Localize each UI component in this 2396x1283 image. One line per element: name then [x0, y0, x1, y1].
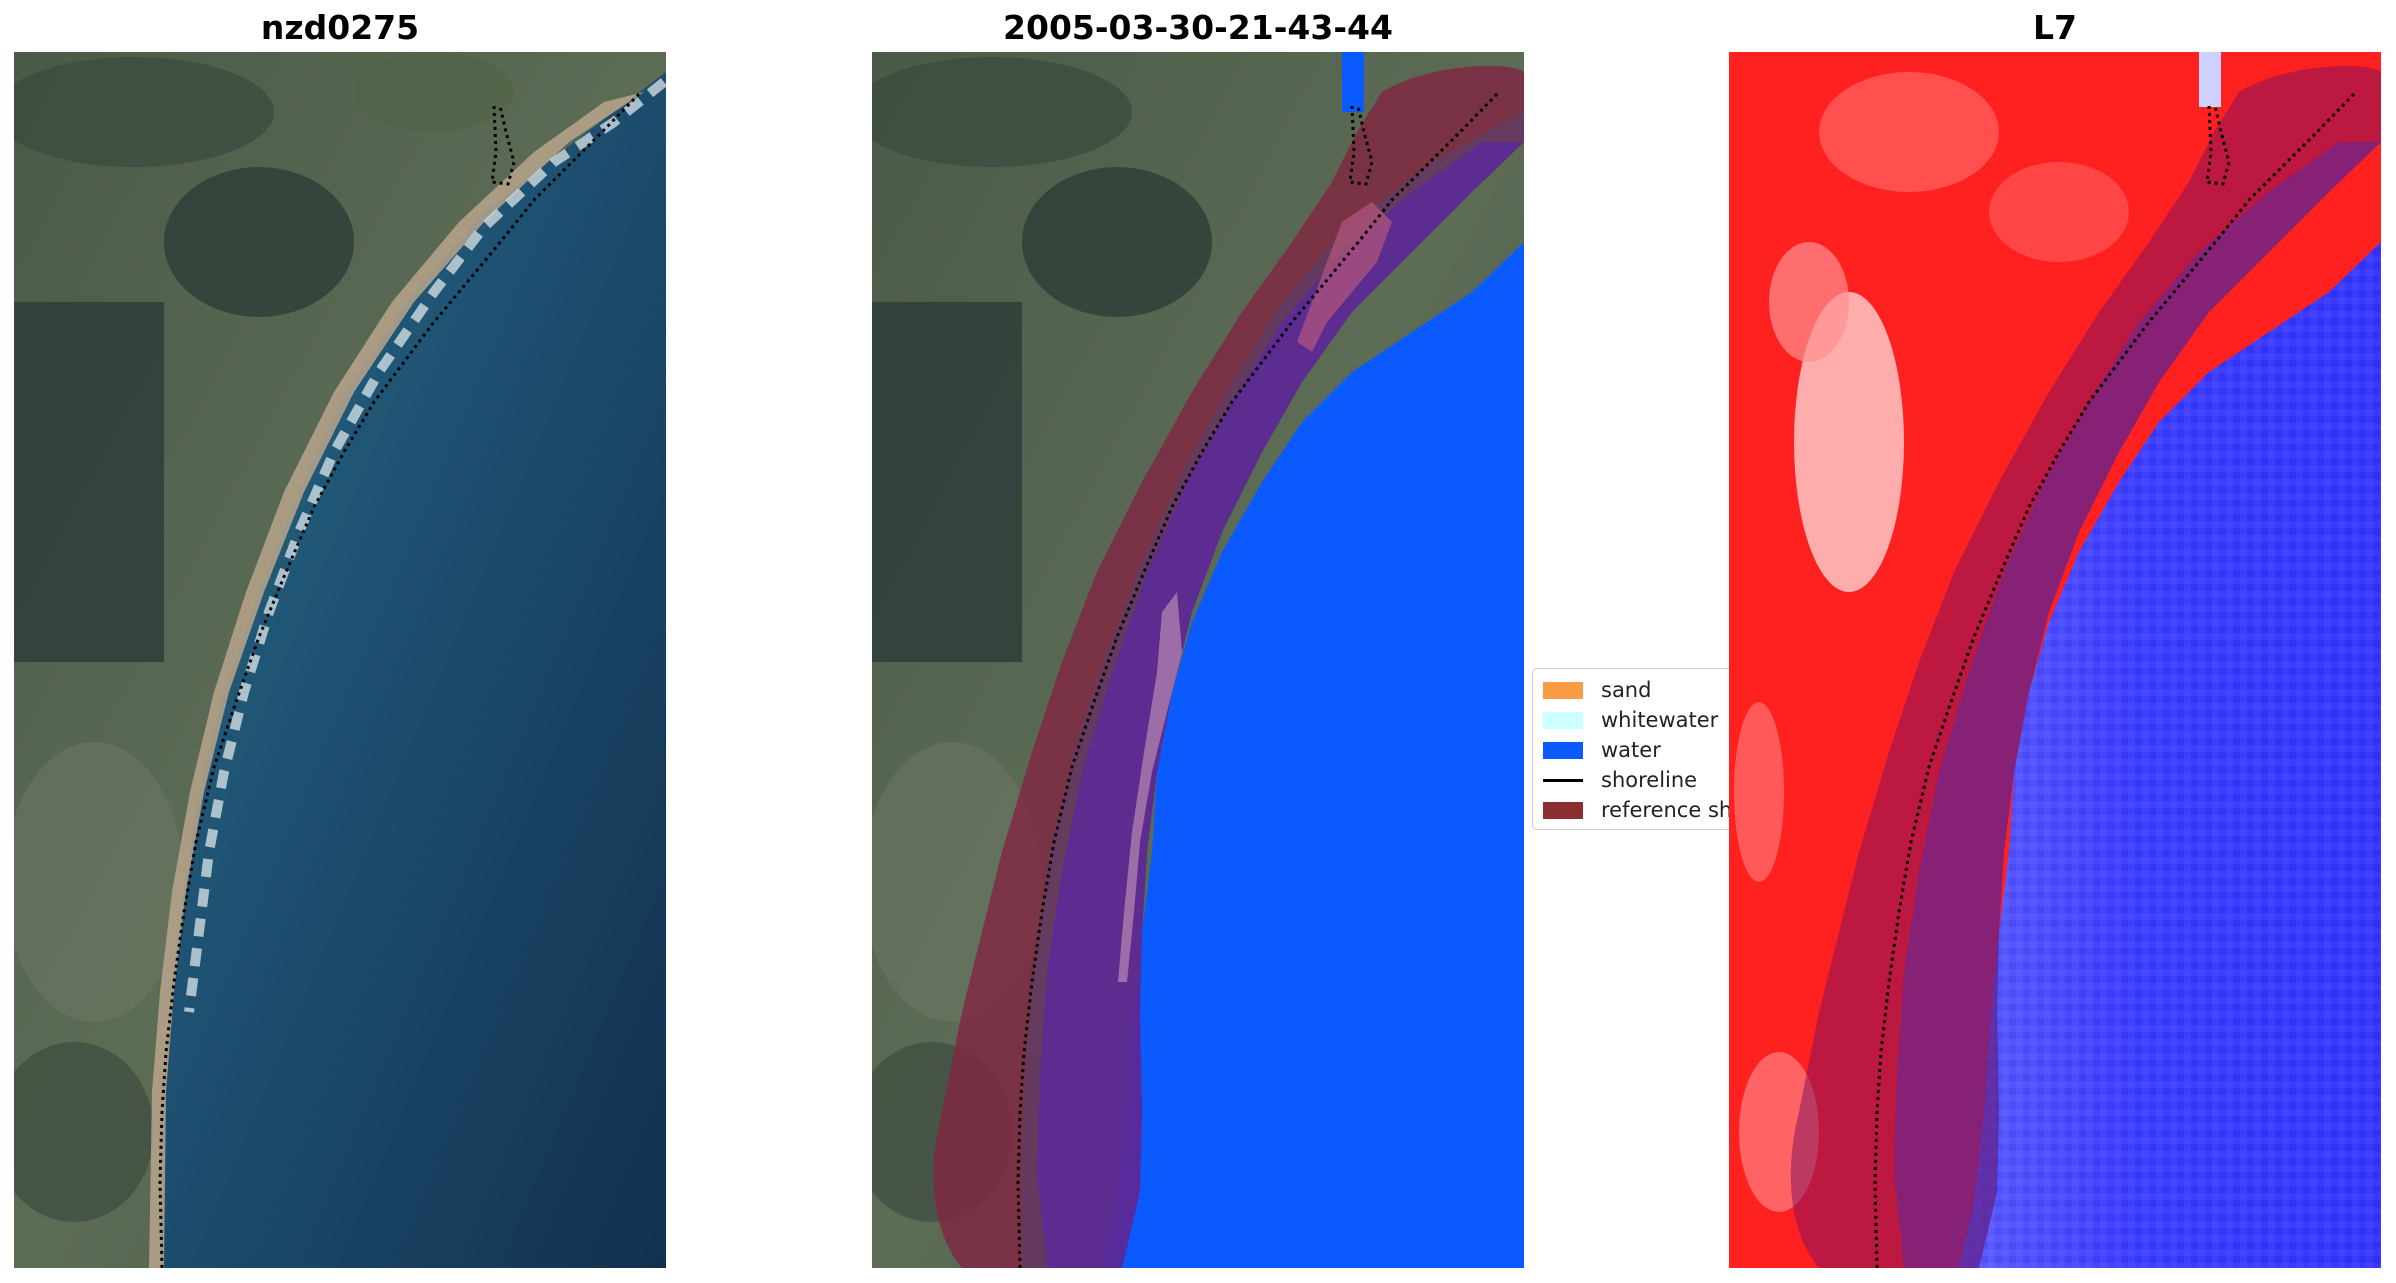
- panel-title-image-name: nzd0275: [260, 8, 420, 47]
- shoreline-line-swatch: [1543, 778, 1583, 782]
- legend-item-reference-shoreline: reference sh: [1543, 795, 1732, 825]
- water-swatch: [1543, 741, 1583, 759]
- rgb-image-panel: [14, 52, 666, 1268]
- legend-label-sand: sand: [1601, 678, 1652, 702]
- classification-panel: [872, 52, 1524, 1268]
- whitewater-swatch: [1543, 711, 1583, 729]
- legend-item-whitewater: whitewater: [1543, 705, 1718, 735]
- legend-label-whitewater: whitewater: [1601, 708, 1719, 732]
- panel-title-satellite: L7: [2033, 8, 2077, 47]
- legend-item-sand: sand: [1543, 675, 1651, 705]
- reference-shoreline-swatch: [1543, 801, 1583, 819]
- legend-item-water: water: [1543, 735, 1661, 765]
- index-image-panel: [1729, 52, 2381, 1268]
- classification-image: [872, 52, 1524, 1268]
- sand-swatch: [1543, 681, 1583, 699]
- rgb-image: [14, 52, 666, 1268]
- legend-label-reference-shoreline: reference sh: [1601, 798, 1733, 822]
- legend: sand whitewater water shoreline referenc…: [1532, 668, 1742, 830]
- panel-title-date: 2005-03-30-21-43-44: [1003, 8, 1393, 47]
- legend-item-shoreline: shoreline: [1543, 765, 1697, 795]
- legend-label-water: water: [1601, 738, 1661, 762]
- index-image: [1729, 52, 2381, 1268]
- legend-label-shoreline: shoreline: [1601, 768, 1698, 792]
